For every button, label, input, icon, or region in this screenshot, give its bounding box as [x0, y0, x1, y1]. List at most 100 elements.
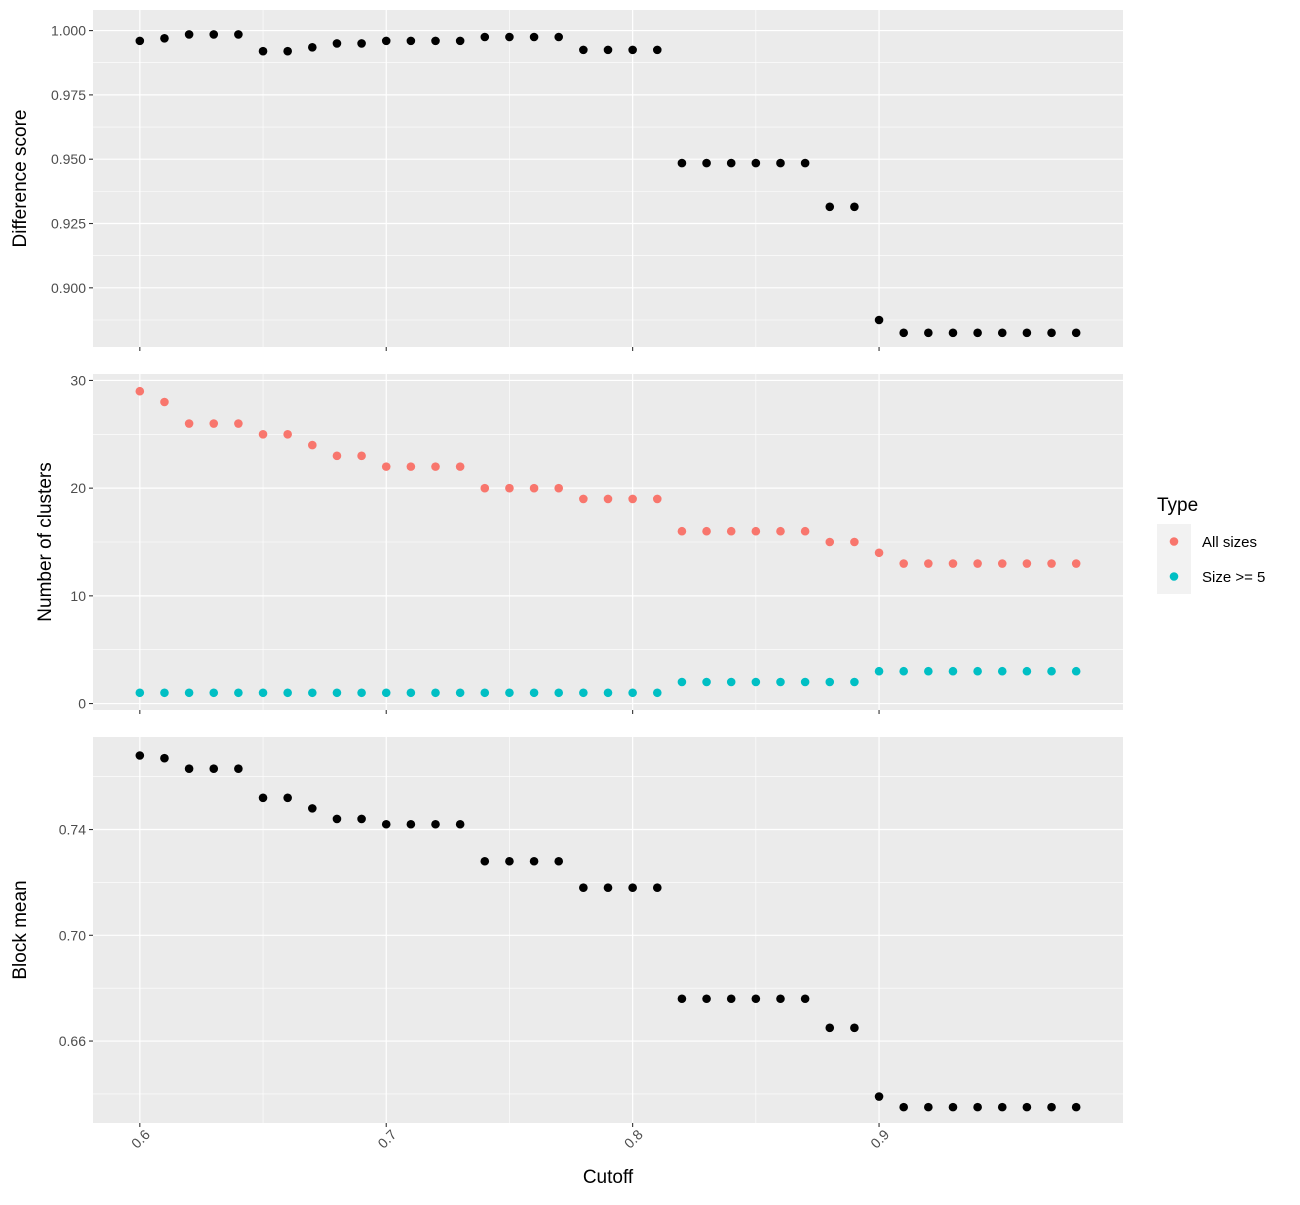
data-point	[751, 994, 761, 1004]
y-tick-label: 0.950	[51, 151, 86, 167]
data-point	[505, 856, 514, 866]
data-point	[135, 751, 145, 760]
series-1	[135, 30, 1081, 338]
data-point	[529, 856, 539, 866]
data-point	[357, 39, 366, 48]
data-point	[850, 202, 859, 212]
data-point	[973, 328, 982, 338]
y-tick-label: 30	[70, 372, 86, 388]
data-point	[1071, 666, 1081, 676]
legend-marker	[1169, 572, 1179, 581]
data-point	[874, 548, 884, 558]
data-point	[505, 688, 514, 698]
data-point	[924, 666, 933, 676]
y-tick-label: 0.66	[59, 1033, 86, 1049]
panel-2: 0 10 20 30 Number of clusters	[35, 372, 1123, 714]
data-point	[800, 158, 810, 168]
data-point	[825, 202, 835, 212]
data-point	[751, 677, 761, 687]
data-point	[677, 526, 687, 536]
data-point	[1022, 666, 1032, 676]
data-point	[455, 819, 465, 829]
series-1	[135, 386, 1081, 568]
data-point	[209, 688, 219, 698]
data-point	[135, 386, 145, 396]
data-point	[628, 494, 637, 504]
data-point	[899, 328, 908, 338]
data-point	[973, 559, 982, 568]
data-point	[209, 764, 219, 774]
data-point	[160, 397, 169, 407]
x-tick-label: 0.7	[374, 1126, 399, 1151]
data-point	[308, 688, 317, 698]
data-point	[135, 688, 145, 698]
data-point	[1047, 559, 1056, 568]
y-axis-title: Difference score	[10, 110, 31, 248]
data-point	[997, 559, 1007, 568]
data-point	[652, 688, 662, 698]
data-point	[258, 46, 268, 56]
data-point	[973, 1102, 982, 1112]
data-point	[800, 994, 810, 1004]
data-point	[505, 32, 514, 42]
data-point	[258, 688, 268, 698]
data-point	[1022, 1102, 1032, 1112]
data-point	[234, 764, 243, 774]
data-point	[1047, 328, 1056, 338]
data-point	[997, 666, 1007, 676]
data-point	[209, 419, 219, 428]
data-point	[924, 1102, 933, 1112]
data-point	[776, 994, 785, 1004]
data-point	[381, 688, 391, 698]
data-point	[603, 688, 613, 698]
data-point	[357, 814, 366, 824]
data-point	[973, 666, 982, 676]
data-point	[874, 315, 884, 325]
data-point	[184, 764, 194, 774]
legend-marker	[1169, 537, 1179, 546]
data-point	[628, 883, 637, 892]
data-point	[554, 32, 564, 42]
data-point	[874, 1092, 884, 1101]
data-point	[283, 430, 292, 439]
data-point	[160, 688, 169, 698]
data-point	[258, 430, 268, 439]
data-point	[1047, 1102, 1056, 1112]
data-point	[776, 526, 785, 536]
data-point	[529, 483, 539, 493]
data-point	[455, 688, 465, 698]
y-tick-label: 0.70	[59, 927, 86, 943]
panel-1: 0.900 0.925 0.950 0.975 1.000 Difference scor…	[10, 10, 1123, 351]
data-point	[480, 856, 490, 866]
data-point	[874, 666, 884, 676]
y-tick-label: 0.74	[59, 822, 86, 838]
data-point	[160, 33, 169, 43]
data-point	[948, 666, 958, 676]
data-point	[234, 419, 243, 428]
data-point	[431, 688, 440, 698]
data-point	[135, 36, 145, 46]
y-axis-title: Block mean	[10, 880, 31, 979]
data-point	[258, 793, 268, 803]
data-point	[579, 494, 588, 504]
data-point	[332, 39, 342, 48]
data-point	[677, 158, 687, 168]
data-point	[751, 158, 761, 168]
data-point	[751, 526, 761, 536]
data-point	[308, 440, 317, 450]
data-point	[332, 814, 342, 824]
data-point	[579, 45, 588, 55]
y-tick-label: 0.975	[51, 87, 86, 103]
data-point	[209, 30, 219, 39]
series-1	[135, 751, 1081, 1112]
data-point	[505, 483, 514, 493]
data-point	[480, 483, 490, 493]
data-point	[850, 677, 859, 687]
data-point	[1022, 328, 1032, 338]
data-point	[603, 494, 613, 504]
legend-title: Type	[1157, 495, 1198, 516]
y-tick-label: 1.000	[51, 23, 86, 39]
data-point	[899, 666, 908, 676]
data-point	[579, 688, 588, 698]
data-point	[1071, 328, 1081, 338]
